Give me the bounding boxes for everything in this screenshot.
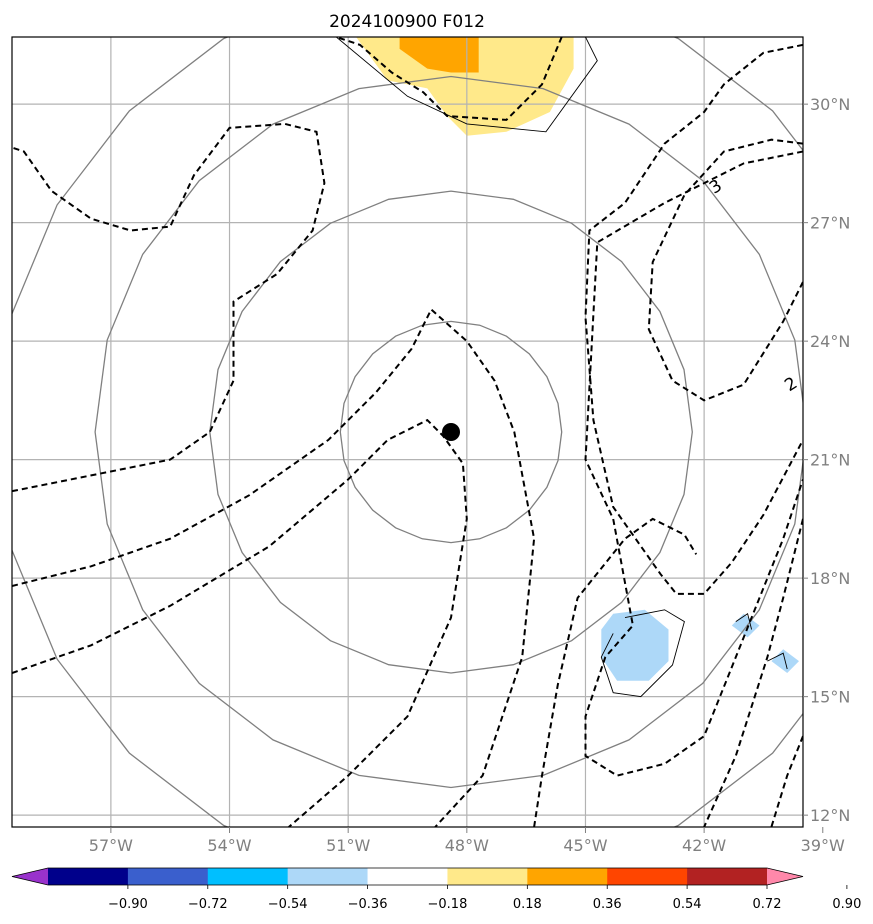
y-tick-label: 15°N xyxy=(810,688,850,707)
filled-region-3 xyxy=(731,613,760,638)
filled-region-1 xyxy=(399,37,479,73)
range-ring-0 xyxy=(339,320,563,544)
dashed-contour-9 xyxy=(770,735,803,827)
y-tick-label: 27°N xyxy=(810,214,850,233)
colorbar-segment xyxy=(367,868,448,885)
y-tick-label: 30°N xyxy=(810,95,850,114)
map-frame xyxy=(11,36,804,828)
colorbar-segment xyxy=(48,868,129,885)
colorbar-segment xyxy=(447,868,528,885)
map-area: 32 xyxy=(11,36,804,828)
dashed-contour-2 xyxy=(12,418,468,827)
colorbar-tick-label: 0.72 xyxy=(753,897,782,912)
colorbar-tick-label: −0.72 xyxy=(188,897,228,912)
colorbar-extend-low xyxy=(12,868,48,885)
outline-region-1 xyxy=(600,609,685,698)
x-tick-label: 39°W xyxy=(801,836,845,855)
colorbar-segment xyxy=(607,868,688,885)
colorbar-segment xyxy=(287,868,369,885)
dashed-contour-5 xyxy=(584,43,803,595)
dashed-contour-0 xyxy=(12,122,326,493)
outline-region-0 xyxy=(336,37,598,133)
storm-center-marker xyxy=(442,423,461,441)
chart-title: 2024100900 F012 xyxy=(329,12,485,32)
range-ring-3 xyxy=(12,37,803,827)
dashed-contour-1 xyxy=(12,307,536,827)
colorbar-segment xyxy=(687,868,768,885)
colorbar-tick-label: 0.36 xyxy=(593,897,622,912)
colorbar-segment xyxy=(207,868,289,885)
colorbar-segment xyxy=(127,868,209,885)
y-tick-label: 18°N xyxy=(810,569,850,588)
dashed-contour-8 xyxy=(703,518,803,827)
colorbar-tick-label: −0.90 xyxy=(108,897,148,912)
colorbar-outline xyxy=(11,867,804,886)
x-axis-ticks: 57°W 54°W 51°W 48°W 45°W 42°W 39°W xyxy=(89,827,845,855)
outline-region-3 xyxy=(767,652,788,670)
x-tick-label: 54°W xyxy=(207,836,251,855)
colorbar-tick-label: −0.36 xyxy=(348,897,388,912)
dashed-contour-3 xyxy=(533,517,698,827)
outline-region-2 xyxy=(735,612,753,630)
x-tick-label: 57°W xyxy=(89,836,133,855)
contour-label-1: 2 xyxy=(781,373,801,396)
colorbar-tick-label: −0.18 xyxy=(428,897,468,912)
colorbar-tick-label: 0.18 xyxy=(513,897,542,912)
colorbar-tick-label: −0.54 xyxy=(268,897,308,912)
y-tick-label: 21°N xyxy=(810,451,850,470)
y-tick-label: 24°N xyxy=(810,332,850,351)
x-tick-label: 42°W xyxy=(682,836,726,855)
colorbar-segment xyxy=(527,868,608,885)
x-tick-label: 48°W xyxy=(445,836,489,855)
range-ring-2 xyxy=(94,75,803,789)
x-tick-label: 51°W xyxy=(326,836,370,855)
colorbar-tick-label: 0.90 xyxy=(832,897,861,912)
contour-label-0: 3 xyxy=(706,176,726,199)
colorbar-tick-label: 0.54 xyxy=(673,897,702,912)
y-tick-label: 12°N xyxy=(810,806,850,825)
range-ring-1 xyxy=(209,190,693,674)
y-axis-ticks: 12°N 15°N 18°N 21°N 24°N 27°N 30°N xyxy=(803,95,850,825)
filled-region-0 xyxy=(356,37,574,136)
dashed-contour-6 xyxy=(647,138,803,402)
filled-region-2 xyxy=(601,609,669,681)
x-tick-label: 45°W xyxy=(563,836,607,855)
colorbar-extend-high xyxy=(767,868,803,885)
dashed-contour-7 xyxy=(584,150,803,777)
colorbar: −0.90 −0.72 −0.54 −0.36 −0.18 0.18 0.36 0.54 0.7… xyxy=(11,867,861,912)
